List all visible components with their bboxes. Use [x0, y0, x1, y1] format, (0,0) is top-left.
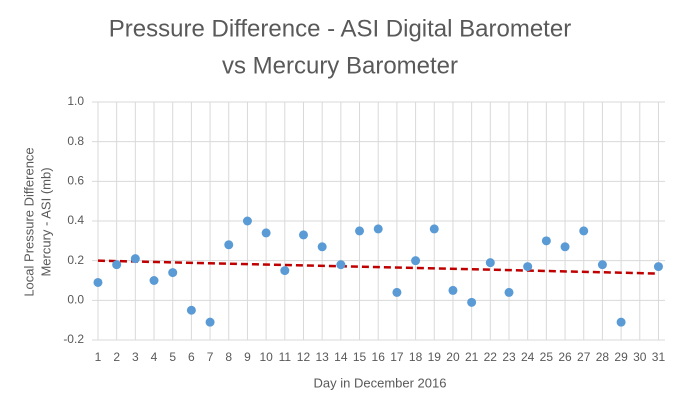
x-tick-label: 31: [652, 350, 666, 364]
point: [298, 230, 308, 240]
point: [448, 285, 458, 295]
point: [485, 258, 495, 268]
x-tick-label: 19: [428, 350, 442, 364]
y-tick-label: 0.4: [67, 213, 84, 227]
point: [560, 242, 570, 252]
point: [93, 277, 103, 287]
point: [411, 256, 421, 266]
y-tick-label: -0.2: [63, 332, 84, 346]
point: [186, 305, 196, 315]
x-tick-label: 22: [484, 350, 498, 364]
x-tick-label: 25: [540, 350, 554, 364]
x-tick-label: 8: [225, 350, 232, 364]
x-tick-label: 28: [596, 350, 610, 364]
x-tick-label: 30: [633, 350, 647, 364]
point: [597, 260, 607, 270]
point: [224, 240, 234, 250]
point: [112, 260, 122, 270]
x-axis-label: Day in December 2016: [314, 375, 447, 390]
point: [523, 262, 533, 272]
point: [168, 268, 178, 278]
x-tick-label: 15: [353, 350, 367, 364]
x-tick-label: 20: [446, 350, 460, 364]
x-tick-label: 10: [259, 350, 273, 364]
point: [280, 266, 290, 276]
point: [205, 317, 215, 327]
x-tick-label: 5: [169, 350, 176, 364]
point: [467, 297, 477, 307]
x-tick-label: 27: [577, 350, 591, 364]
point: [336, 260, 346, 270]
point: [504, 287, 514, 297]
x-tick-label: 24: [521, 350, 535, 364]
x-tick-label: 3: [132, 350, 139, 364]
point: [429, 224, 439, 234]
point: [616, 317, 626, 327]
point: [149, 276, 159, 285]
point: [392, 287, 402, 297]
y-tick-label: 0.8: [67, 134, 84, 148]
point: [653, 262, 663, 272]
x-tick-label: 29: [614, 350, 628, 364]
x-tick-label: 26: [558, 350, 572, 364]
x-tick-label: 1: [95, 350, 102, 364]
point: [355, 226, 365, 236]
point: [541, 236, 551, 246]
y-tick-label: 0.2: [67, 253, 84, 267]
y-axis-label-line: Mercury - ASI (mb): [38, 167, 53, 276]
y-axis-label: Local Pressure Difference Mercury - ASI …: [21, 147, 53, 296]
x-tick-label: 11: [279, 350, 292, 364]
x-tick-label: 4: [151, 350, 158, 364]
x-tick-label: 23: [502, 350, 516, 364]
x-tick-label: 21: [465, 350, 479, 364]
y-tick-label: 0.6: [67, 174, 84, 188]
x-tick-label: 2: [113, 350, 120, 364]
x-tick-label: 6: [188, 350, 195, 364]
x-tick-label: 13: [315, 350, 329, 364]
y-axis-label-line: Local Pressure Difference: [21, 147, 36, 296]
x-tick-label: 16: [372, 350, 386, 364]
x-tick-label: 7: [207, 350, 214, 364]
point: [261, 228, 271, 238]
point: [130, 254, 140, 264]
y-tick-label: 1.0: [67, 94, 84, 108]
trendline: [97, 259, 659, 275]
chart-title: Pressure Difference - ASI Digital Barome…: [109, 15, 571, 42]
y-tick-label: 0.0: [67, 293, 84, 307]
point: [242, 216, 252, 226]
x-tick-label: 9: [244, 350, 251, 364]
point: [317, 242, 327, 252]
x-tick-label: 12: [297, 350, 311, 364]
x-tick-label: 17: [390, 350, 404, 364]
point: [579, 226, 589, 236]
chart-title: vs Mercury Barometer: [222, 52, 458, 79]
point: [373, 224, 383, 234]
x-tick-label: 18: [409, 350, 423, 364]
x-tick-label: 14: [334, 350, 348, 364]
